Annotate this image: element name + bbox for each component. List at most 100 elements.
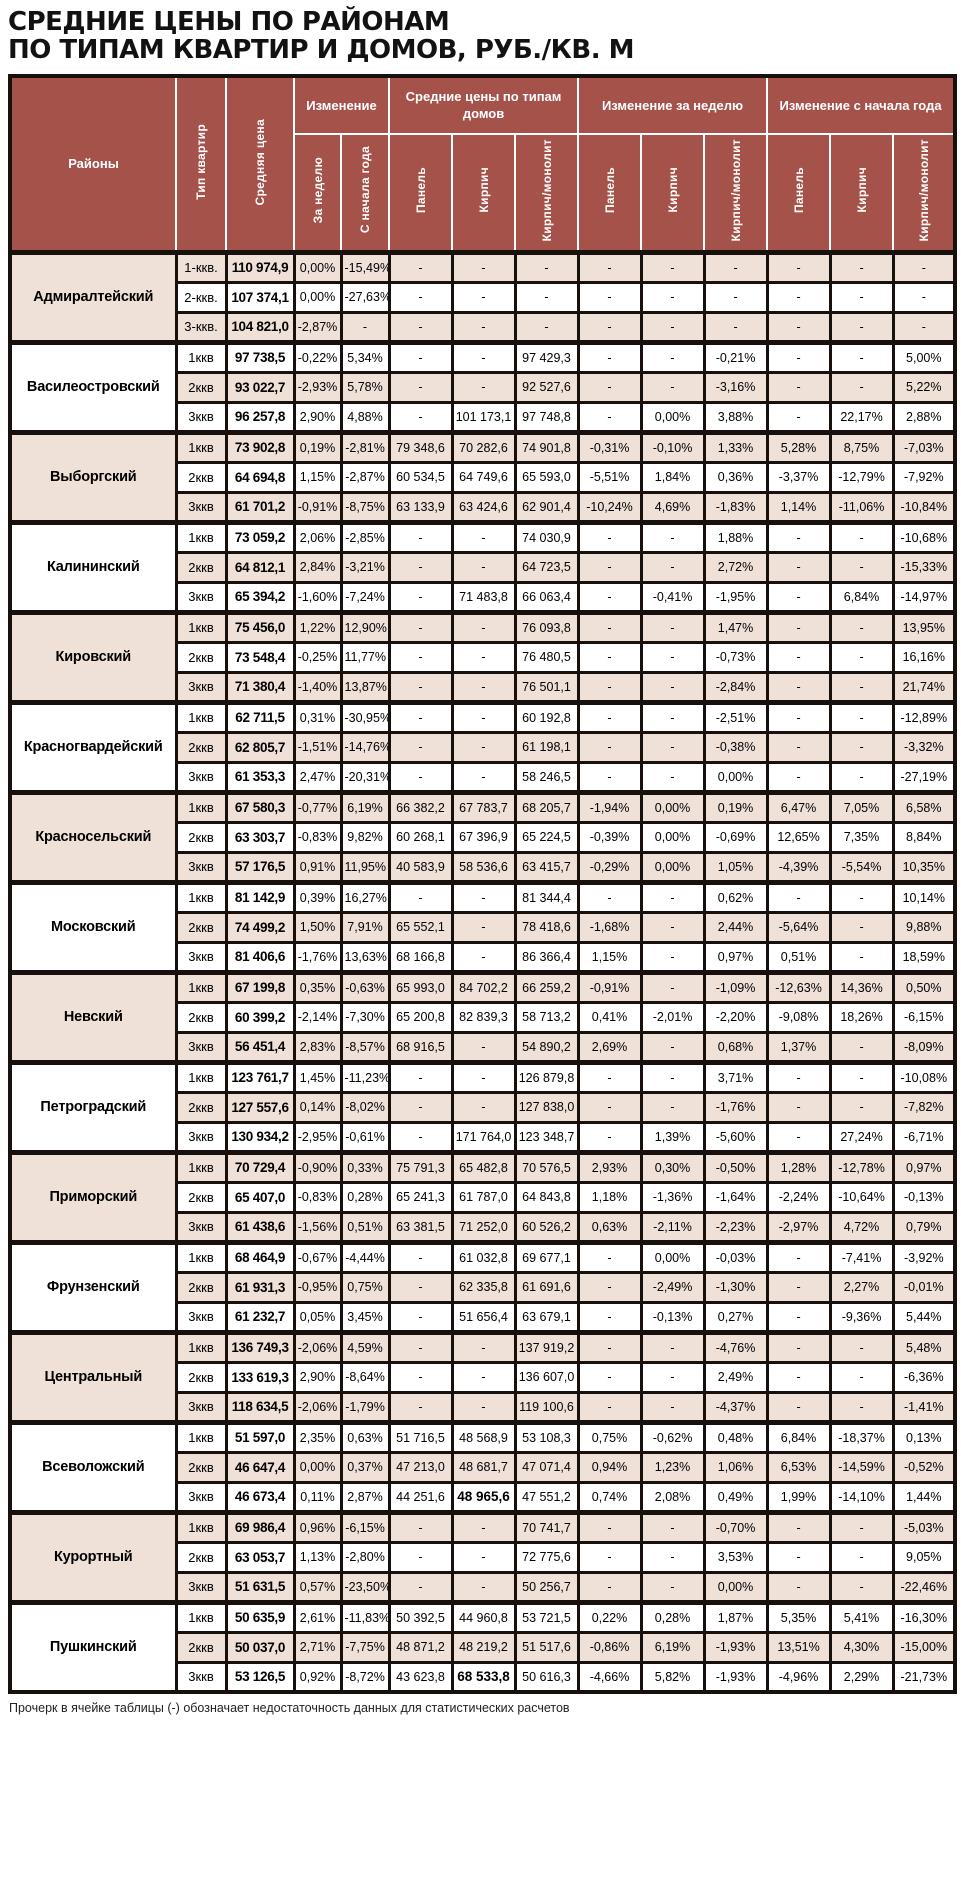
value-cell: - (639, 519, 706, 554)
value-cell: 0,19% (702, 789, 769, 824)
value-cell: 2,72% (702, 550, 769, 584)
apartment-type-cell: 2ккв (174, 820, 228, 854)
value-cell: - (765, 1570, 832, 1604)
value-cell: - (891, 280, 957, 314)
value-cell: 47 071,4 (513, 1450, 580, 1484)
district-cell: Адмиралтейский (8, 249, 178, 344)
apartment-type-cell: 1ккв (174, 879, 228, 914)
value-cell: - (450, 1360, 517, 1394)
value-cell: -1,56% (292, 1210, 343, 1244)
value-cell: - (576, 1540, 643, 1574)
value-cell: 18,59% (891, 940, 957, 974)
value-cell: -0,62% (639, 1419, 706, 1454)
avg-price-cell: 136 749,3 (224, 1329, 296, 1364)
value-cell: - (639, 879, 706, 914)
value-cell: - (765, 580, 832, 614)
avg-price-cell: 51 597,0 (224, 1419, 296, 1454)
value-cell: 0,00% (639, 400, 706, 434)
table-row: 3ккв 46 673,4 0,11% 2,87% 44 251,6 48 965,6 47… (10, 1480, 957, 1514)
value-cell: 5,78% (339, 370, 391, 404)
value-cell: -4,37% (702, 1390, 769, 1424)
value-cell: 2,93% (576, 1149, 643, 1184)
value-cell: 44 960,8 (450, 1599, 517, 1634)
value-cell: 8,75% (828, 429, 895, 464)
value-cell: 1,33% (702, 429, 769, 464)
avg-price-cell: 57 176,5 (224, 850, 296, 884)
value-cell: 5,28% (765, 429, 832, 464)
value-cell: -0,91% (576, 969, 643, 1004)
avg-price-cell: 69 986,4 (224, 1509, 296, 1544)
apartment-type-cell: 2ккв (174, 640, 228, 674)
value-cell: -7,30% (339, 1000, 391, 1034)
value-cell: 64 843,8 (513, 1180, 580, 1214)
value-cell: 0,14% (292, 1090, 343, 1124)
district-cell: Московский (8, 879, 178, 974)
value-cell: -27,19% (891, 760, 957, 794)
value-cell: - (828, 1509, 895, 1544)
value-cell: 1,39% (639, 1120, 706, 1154)
value-cell: - (450, 280, 517, 314)
value-cell: - (828, 1360, 895, 1394)
value-cell: -1,76% (292, 940, 343, 974)
district-cell: Центральный (8, 1329, 178, 1424)
value-cell: 18,26% (828, 1000, 895, 1034)
value-cell: 0,91% (292, 850, 343, 884)
value-cell: - (576, 640, 643, 674)
value-cell: 123 348,7 (513, 1120, 580, 1154)
value-cell: 65 993,0 (387, 969, 454, 1004)
value-cell: 9,88% (891, 910, 957, 944)
value-cell: 1,15% (292, 460, 343, 494)
value-cell: - (828, 670, 895, 704)
value-cell: - (387, 1329, 454, 1364)
value-cell: -14,76% (339, 730, 391, 764)
table-row: 2ккв 127 557,6 0,14% -8,02% - -127 838,0- - -1,… (10, 1090, 957, 1124)
value-cell: 0,49% (702, 1480, 769, 1514)
table-row: 2ккв 73 548,4 -0,25% 11,77% - -76 480,5- - -0,7… (10, 640, 957, 674)
value-cell: -7,41% (828, 1239, 895, 1274)
value-cell: - (450, 310, 517, 344)
table-row: 3ккв 65 394,2 -1,60% -7,24% -71 483,8 66 063,… (10, 580, 957, 614)
value-cell: 10,35% (891, 850, 957, 884)
value-cell: 97 429,3 (513, 339, 580, 374)
value-cell: 2,90% (292, 1360, 343, 1394)
value-cell: 65 241,3 (387, 1180, 454, 1214)
value-cell: -14,97% (891, 580, 957, 614)
value-cell: -0,10% (639, 429, 706, 464)
value-cell: 65 552,1 (387, 910, 454, 944)
apartment-type-cell: 3-ккв. (174, 310, 228, 344)
value-cell: -10,84% (891, 490, 957, 524)
value-cell: - (639, 699, 706, 734)
value-cell: 4,88% (339, 400, 391, 434)
value-cell: -20,31% (339, 760, 391, 794)
value-cell: -8,64% (339, 1360, 391, 1394)
value-cell: -11,23% (339, 1059, 391, 1094)
table-row: 3ккв 61 438,6 -1,56% 0,51% 63 381,5 71 252,0 6… (10, 1210, 957, 1244)
value-cell: - (450, 1329, 517, 1364)
value-cell: - (828, 940, 895, 974)
value-cell: 2,49% (702, 1360, 769, 1394)
value-cell: -3,32% (891, 730, 957, 764)
value-cell: 0,75% (339, 1270, 391, 1304)
table-row: Калининский 1ккв 73 059,2 2,06% -2,85% - -74 0… (8, 519, 957, 614)
value-cell: 0,27% (702, 1300, 769, 1334)
value-cell: -18,37% (828, 1419, 895, 1454)
value-cell: 0,62% (702, 879, 769, 914)
value-cell: 1,22% (292, 609, 343, 644)
apartment-type-cell: 2ккв (174, 460, 228, 494)
value-cell: 4,72% (828, 1210, 895, 1244)
value-cell: 0,00% (639, 1239, 706, 1274)
page-title-line2: ПО ТИПАМ КВАРТИР И ДОМОВ, РУБ./КВ. М (8, 35, 635, 66)
table-row: 3ккв 130 934,2 -2,95% -0,61% -171 764,0 123 3… (10, 1120, 957, 1154)
header-row-subcolumns: За неделю С начала года Панель Кирпич Ки… (10, 133, 957, 254)
value-cell: -1,93% (702, 1630, 769, 1664)
value-cell: 6,53% (765, 1450, 832, 1484)
page: СРЕДНИЕ ЦЕНЫ ПО РАЙОНАМ ПО ТИПАМ КВАРТИР… (8, 8, 958, 1715)
value-cell: -1,09% (702, 969, 769, 1004)
value-cell: 0,79% (891, 1210, 957, 1244)
value-cell: 0,05% (292, 1300, 343, 1334)
value-cell: 47 213,0 (387, 1450, 454, 1484)
value-cell: - (339, 310, 391, 344)
value-cell: - (450, 609, 517, 644)
apartment-type-cell: 2ккв (174, 730, 228, 764)
value-cell: 0,36% (702, 460, 769, 494)
